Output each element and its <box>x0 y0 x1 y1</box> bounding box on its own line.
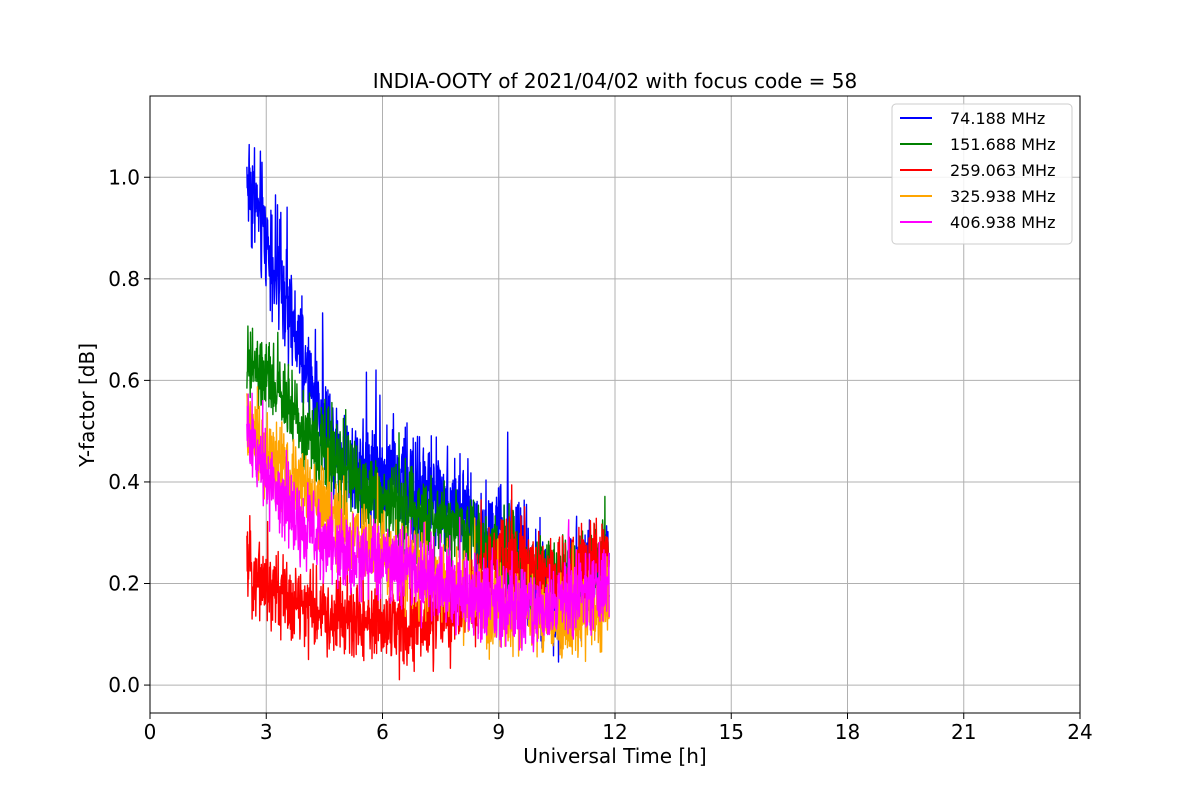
data-series <box>246 143 610 681</box>
x-axis-label: Universal Time [h] <box>523 744 706 768</box>
series-line <box>246 484 610 681</box>
y-tick-label: 0.0 <box>108 673 140 697</box>
y-tick-label: 1.0 <box>108 165 140 189</box>
series-line <box>246 325 610 629</box>
x-tick-label: 18 <box>835 720 860 744</box>
y-tick-label: 0.2 <box>108 572 140 596</box>
chart-title: INDIA-OOTY of 2021/04/02 with focus code… <box>373 69 857 93</box>
x-axis: 0 3 6 9 12 15 18 21 24 <box>144 713 1093 744</box>
legend-box <box>891 103 1073 245</box>
legend-label: 325.938 MHz <box>950 187 1055 206</box>
y-tick-label: 0.8 <box>108 267 140 291</box>
x-tick-label: 24 <box>1067 720 1092 744</box>
legend: 74.188 MHz 151.688 MHz 259.063 MHz 325.938 … <box>891 103 1073 245</box>
x-tick-label: 12 <box>602 720 627 744</box>
x-tick-label: 21 <box>951 720 976 744</box>
y-tick-label: 0.4 <box>108 470 140 494</box>
y-axis-label: Y-factor [dB] <box>75 343 99 468</box>
x-tick-label: 9 <box>492 720 505 744</box>
x-tick-label: 0 <box>144 720 157 744</box>
y-tick-label: 0.6 <box>108 368 140 392</box>
y-axis: 0.0 0.2 0.4 0.6 0.8 1.0 <box>108 165 150 697</box>
legend-label: 259.063 MHz <box>950 161 1055 180</box>
series-line <box>246 392 610 653</box>
legend-label: 74.188 MHz <box>950 109 1045 128</box>
legend-label: 151.688 MHz <box>950 135 1055 154</box>
x-tick-label: 3 <box>260 720 273 744</box>
x-tick-label: 15 <box>719 720 744 744</box>
legend-label: 406.938 MHz <box>950 213 1055 232</box>
x-tick-label: 6 <box>376 720 389 744</box>
